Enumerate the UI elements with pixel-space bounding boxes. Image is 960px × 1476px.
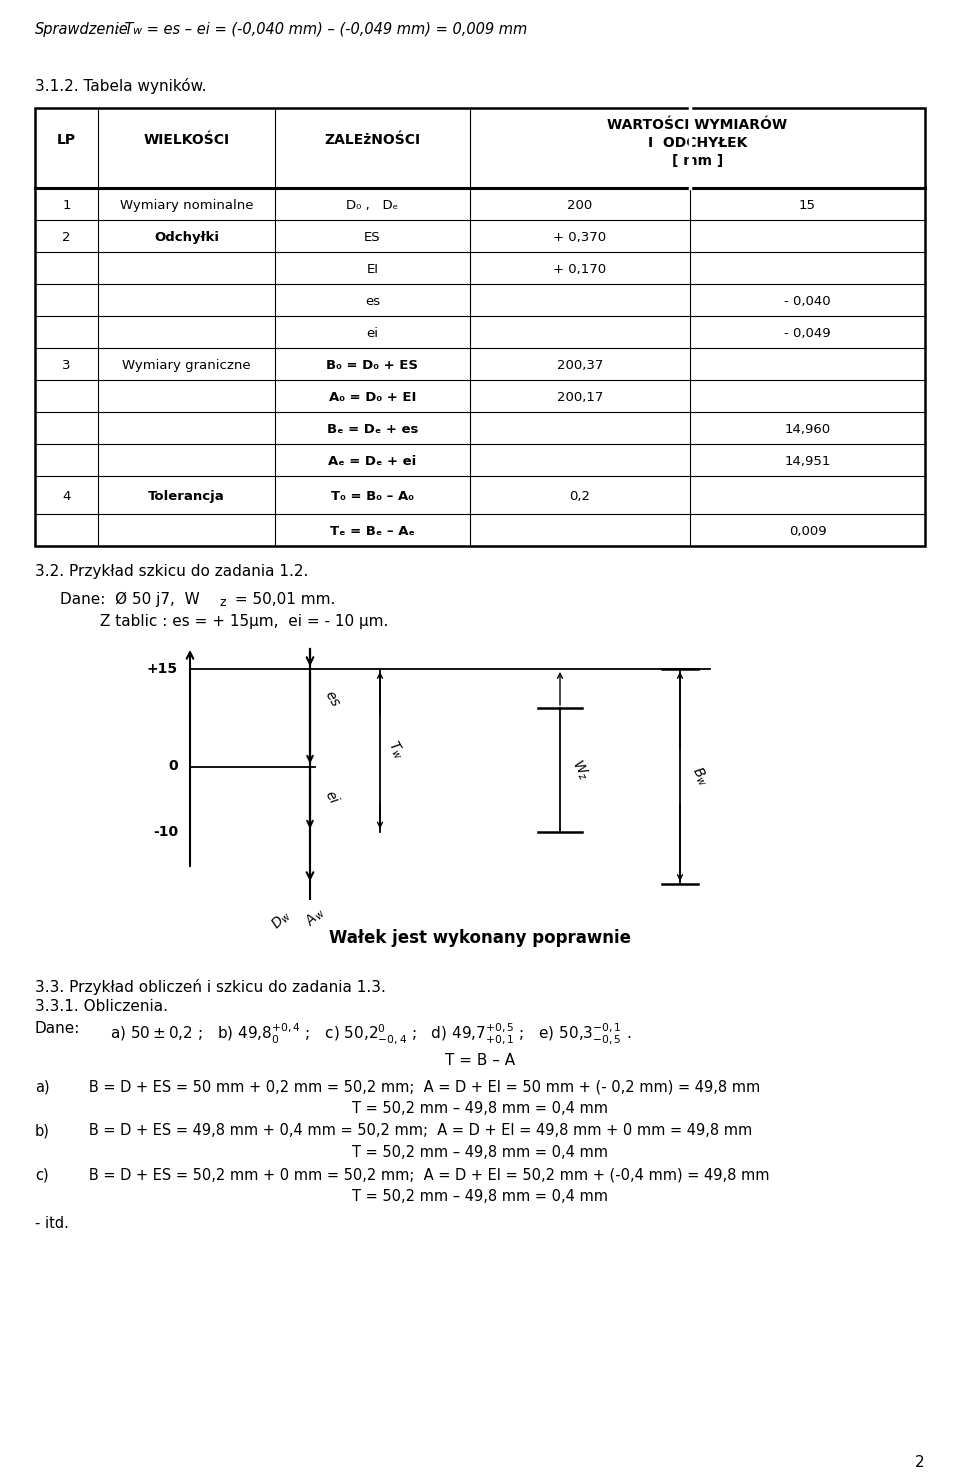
Text: 0,2: 0,2	[569, 490, 590, 503]
Bar	[35, 108, 925, 546]
Text: Sprawdzenie: Sprawdzenie	[35, 22, 129, 37]
Text: + 0,170: + 0,170	[553, 263, 607, 276]
Text: ES: ES	[364, 232, 381, 244]
Text: ei: ei	[367, 328, 378, 339]
Text: 3.2. Przykład szkicu do zadania 1.2.: 3.2. Przykład szkicu do zadania 1.2.	[35, 564, 308, 579]
Text: D₀ ,   Dₑ: D₀ , Dₑ	[347, 199, 398, 213]
Text: 4: 4	[62, 490, 71, 503]
Text: Tₑ = Bₑ – Aₑ: Tₑ = Bₑ – Aₑ	[330, 525, 415, 537]
Text: B = D + ES = 49,8 mm + 0,4 mm = 50,2 mm;  A = D + EI = 49,8 mm + 0 mm = 49,8 mm: B = D + ES = 49,8 mm + 0,4 mm = 50,2 mm;…	[75, 1123, 753, 1138]
Text: - 0,040: - 0,040	[784, 295, 830, 308]
Text: T = 50,2 mm – 49,8 mm = 0,4 mm: T = 50,2 mm – 49,8 mm = 0,4 mm	[352, 1101, 608, 1116]
Text: $D_w$: $D_w$	[269, 906, 295, 933]
Text: 15: 15	[799, 199, 816, 213]
Text: $T_w$: $T_w$	[384, 738, 407, 762]
Text: w: w	[132, 27, 141, 35]
Text: c): c)	[35, 1168, 49, 1182]
Text: A₀ = D₀ + EI: A₀ = D₀ + EI	[329, 391, 417, 404]
Text: z: z	[220, 596, 227, 610]
Text: 3.3. Przykład obliczeń i szkicu do zadania 1.3.: 3.3. Przykład obliczeń i szkicu do zadan…	[35, 979, 386, 995]
Text: 0: 0	[168, 760, 178, 773]
Text: 2: 2	[916, 1455, 925, 1470]
Text: T = 50,2 mm – 49,8 mm = 0,4 mm: T = 50,2 mm – 49,8 mm = 0,4 mm	[352, 1190, 608, 1204]
Text: Wałek jest wykonany poprawnie: Wałek jest wykonany poprawnie	[329, 928, 631, 948]
Text: LP: LP	[57, 133, 76, 148]
Text: I  ODCHYŁEK: I ODCHYŁEK	[648, 136, 747, 151]
Text: 200,37: 200,37	[557, 359, 603, 372]
Text: $ei$: $ei$	[322, 787, 342, 806]
Text: 14,951: 14,951	[784, 455, 830, 468]
Text: -10: -10	[153, 825, 178, 838]
Text: [ mm ]: [ mm ]	[672, 154, 723, 168]
Text: Dane:  Ø 50 j7,  W: Dane: Ø 50 j7, W	[60, 592, 200, 607]
Text: Odchyłki: Odchyłki	[154, 232, 219, 244]
Text: Tolerancja: Tolerancja	[148, 490, 225, 503]
Text: 3.3.1. Obliczenia.: 3.3.1. Obliczenia.	[35, 999, 168, 1014]
Text: 3: 3	[62, 359, 71, 372]
Text: Bₑ = Dₑ + es: Bₑ = Dₑ + es	[326, 424, 419, 435]
Text: 14,960: 14,960	[784, 424, 830, 435]
Text: a): a)	[35, 1079, 50, 1094]
Text: T = 50,2 mm – 49,8 mm = 0,4 mm: T = 50,2 mm – 49,8 mm = 0,4 mm	[352, 1145, 608, 1160]
Text: - 0,049: - 0,049	[784, 328, 830, 339]
Text: 3.1.2. Tabela wyników.: 3.1.2. Tabela wyników.	[35, 78, 206, 94]
Text: Wymiary graniczne: Wymiary graniczne	[122, 359, 251, 372]
Text: = 50,01 mm.: = 50,01 mm.	[230, 592, 335, 607]
Text: +15: +15	[147, 663, 178, 676]
Text: T = B – A: T = B – A	[444, 1052, 516, 1069]
Text: 2: 2	[62, 232, 71, 244]
Text: $es$: $es$	[322, 686, 343, 708]
Text: : T: : T	[115, 22, 133, 37]
Text: $W_z$: $W_z$	[568, 757, 592, 782]
Text: ZALEżNOŚCI: ZALEżNOŚCI	[324, 133, 420, 148]
Text: + 0,370: + 0,370	[553, 232, 607, 244]
Text: Dane:: Dane:	[35, 1021, 81, 1036]
Text: B = D + ES = 50 mm + 0,2 mm = 50,2 mm;  A = D + EI = 50 mm + (- 0,2 mm) = 49,8 m: B = D + ES = 50 mm + 0,2 mm = 50,2 mm; A…	[75, 1079, 760, 1094]
Text: EI: EI	[367, 263, 378, 276]
Text: $B_w$: $B_w$	[688, 765, 712, 790]
Text: 1: 1	[62, 199, 71, 213]
Text: a) $50\pm0{,}2$ ;   b) $49{,}8^{+0,4}_{0}$ ;   c) $50{,}2^{0}_{-0,4}$ ;   d) $49: a) $50\pm0{,}2$ ; b) $49{,}8^{+0,4}_{0}$…	[110, 1021, 632, 1045]
Text: - itd.: - itd.	[35, 1216, 69, 1231]
Text: B₀ = D₀ + ES: B₀ = D₀ + ES	[326, 359, 419, 372]
Text: es: es	[365, 295, 380, 308]
Text: WARTOŚCI WYMIARÓW: WARTOŚCI WYMIARÓW	[608, 118, 787, 131]
Text: = es – ei = (-0,040 mm) – (-0,049 mm) = 0,009 mm: = es – ei = (-0,040 mm) – (-0,049 mm) = …	[142, 22, 527, 37]
Text: b): b)	[35, 1123, 50, 1138]
Text: $A_w$: $A_w$	[302, 903, 328, 930]
Text: Wymiary nominalne: Wymiary nominalne	[120, 199, 253, 213]
Text: 0,009: 0,009	[789, 525, 827, 537]
Text: WIELKOŚCI: WIELKOŚCI	[143, 133, 229, 148]
Text: 200: 200	[567, 199, 592, 213]
Text: Z tablic : es = + 15μm,  ei = - 10 μm.: Z tablic : es = + 15μm, ei = - 10 μm.	[100, 614, 389, 629]
Text: 200,17: 200,17	[557, 391, 603, 404]
Text: B = D + ES = 50,2 mm + 0 mm = 50,2 mm;  A = D + EI = 50,2 mm + (-0,4 mm) = 49,8 : B = D + ES = 50,2 mm + 0 mm = 50,2 mm; A…	[75, 1168, 770, 1182]
Text: T₀ = B₀ – A₀: T₀ = B₀ – A₀	[331, 490, 414, 503]
Text: Aₑ = Dₑ + ei: Aₑ = Dₑ + ei	[328, 455, 417, 468]
